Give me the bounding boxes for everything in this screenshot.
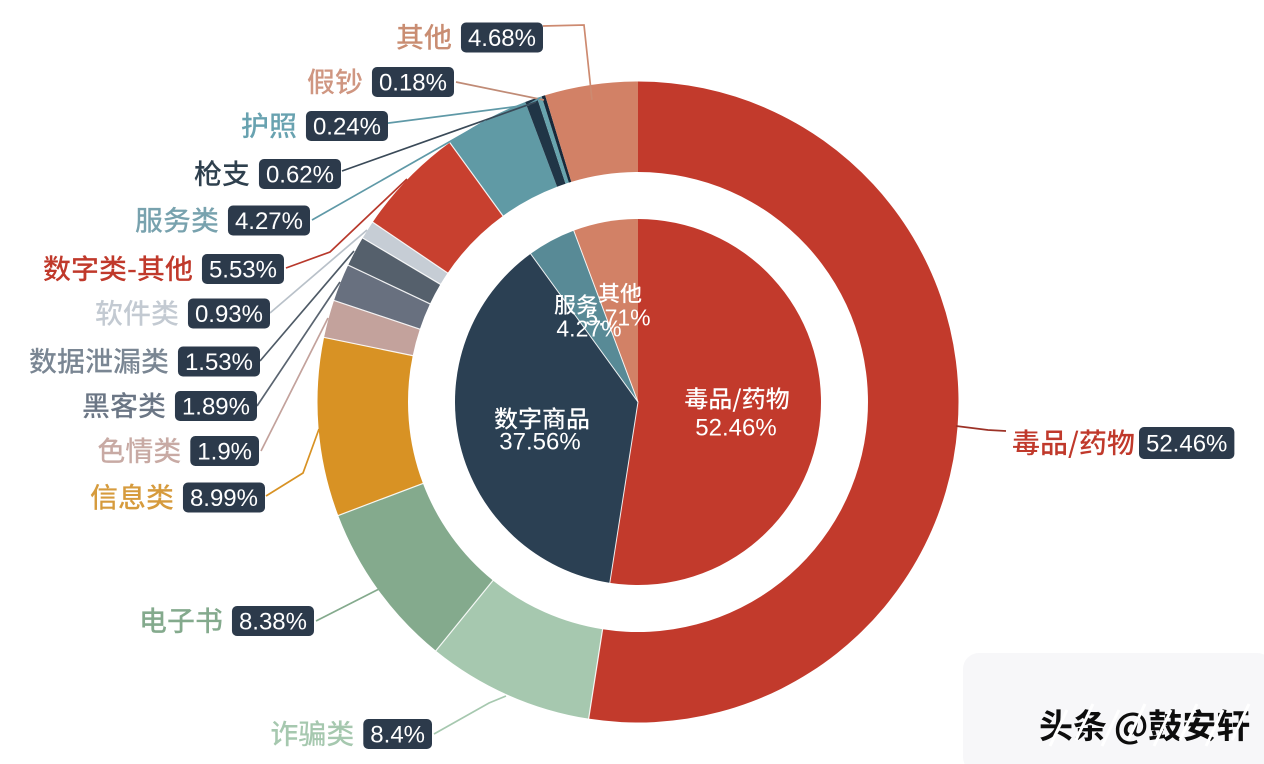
svg-text:8.99%: 8.99% <box>190 485 258 512</box>
svg-text:8.4%: 8.4% <box>370 722 425 749</box>
svg-text:52.46%: 52.46% <box>695 415 776 442</box>
svg-text:4.68%: 4.68% <box>468 25 536 52</box>
svg-text:8.38%: 8.38% <box>239 609 307 636</box>
svg-text:5.53%: 5.53% <box>209 257 277 284</box>
svg-text:0.62%: 0.62% <box>266 162 334 189</box>
svg-text:1.9%: 1.9% <box>197 439 252 466</box>
svg-text:1.53%: 1.53% <box>185 349 253 376</box>
svg-text:4.27%: 4.27% <box>556 316 621 342</box>
svg-text:0.18%: 0.18% <box>379 70 447 97</box>
svg-text:37.56%: 37.56% <box>499 429 580 456</box>
svg-text:5.71%: 5.71% <box>585 305 650 331</box>
svg-text:4.27%: 4.27% <box>235 208 303 235</box>
svg-text:0.24%: 0.24% <box>313 114 381 141</box>
svg-text:1.89%: 1.89% <box>182 394 250 421</box>
svg-text:0.93%: 0.93% <box>195 301 263 328</box>
svg-text:52.46%: 52.46% <box>1146 431 1227 458</box>
